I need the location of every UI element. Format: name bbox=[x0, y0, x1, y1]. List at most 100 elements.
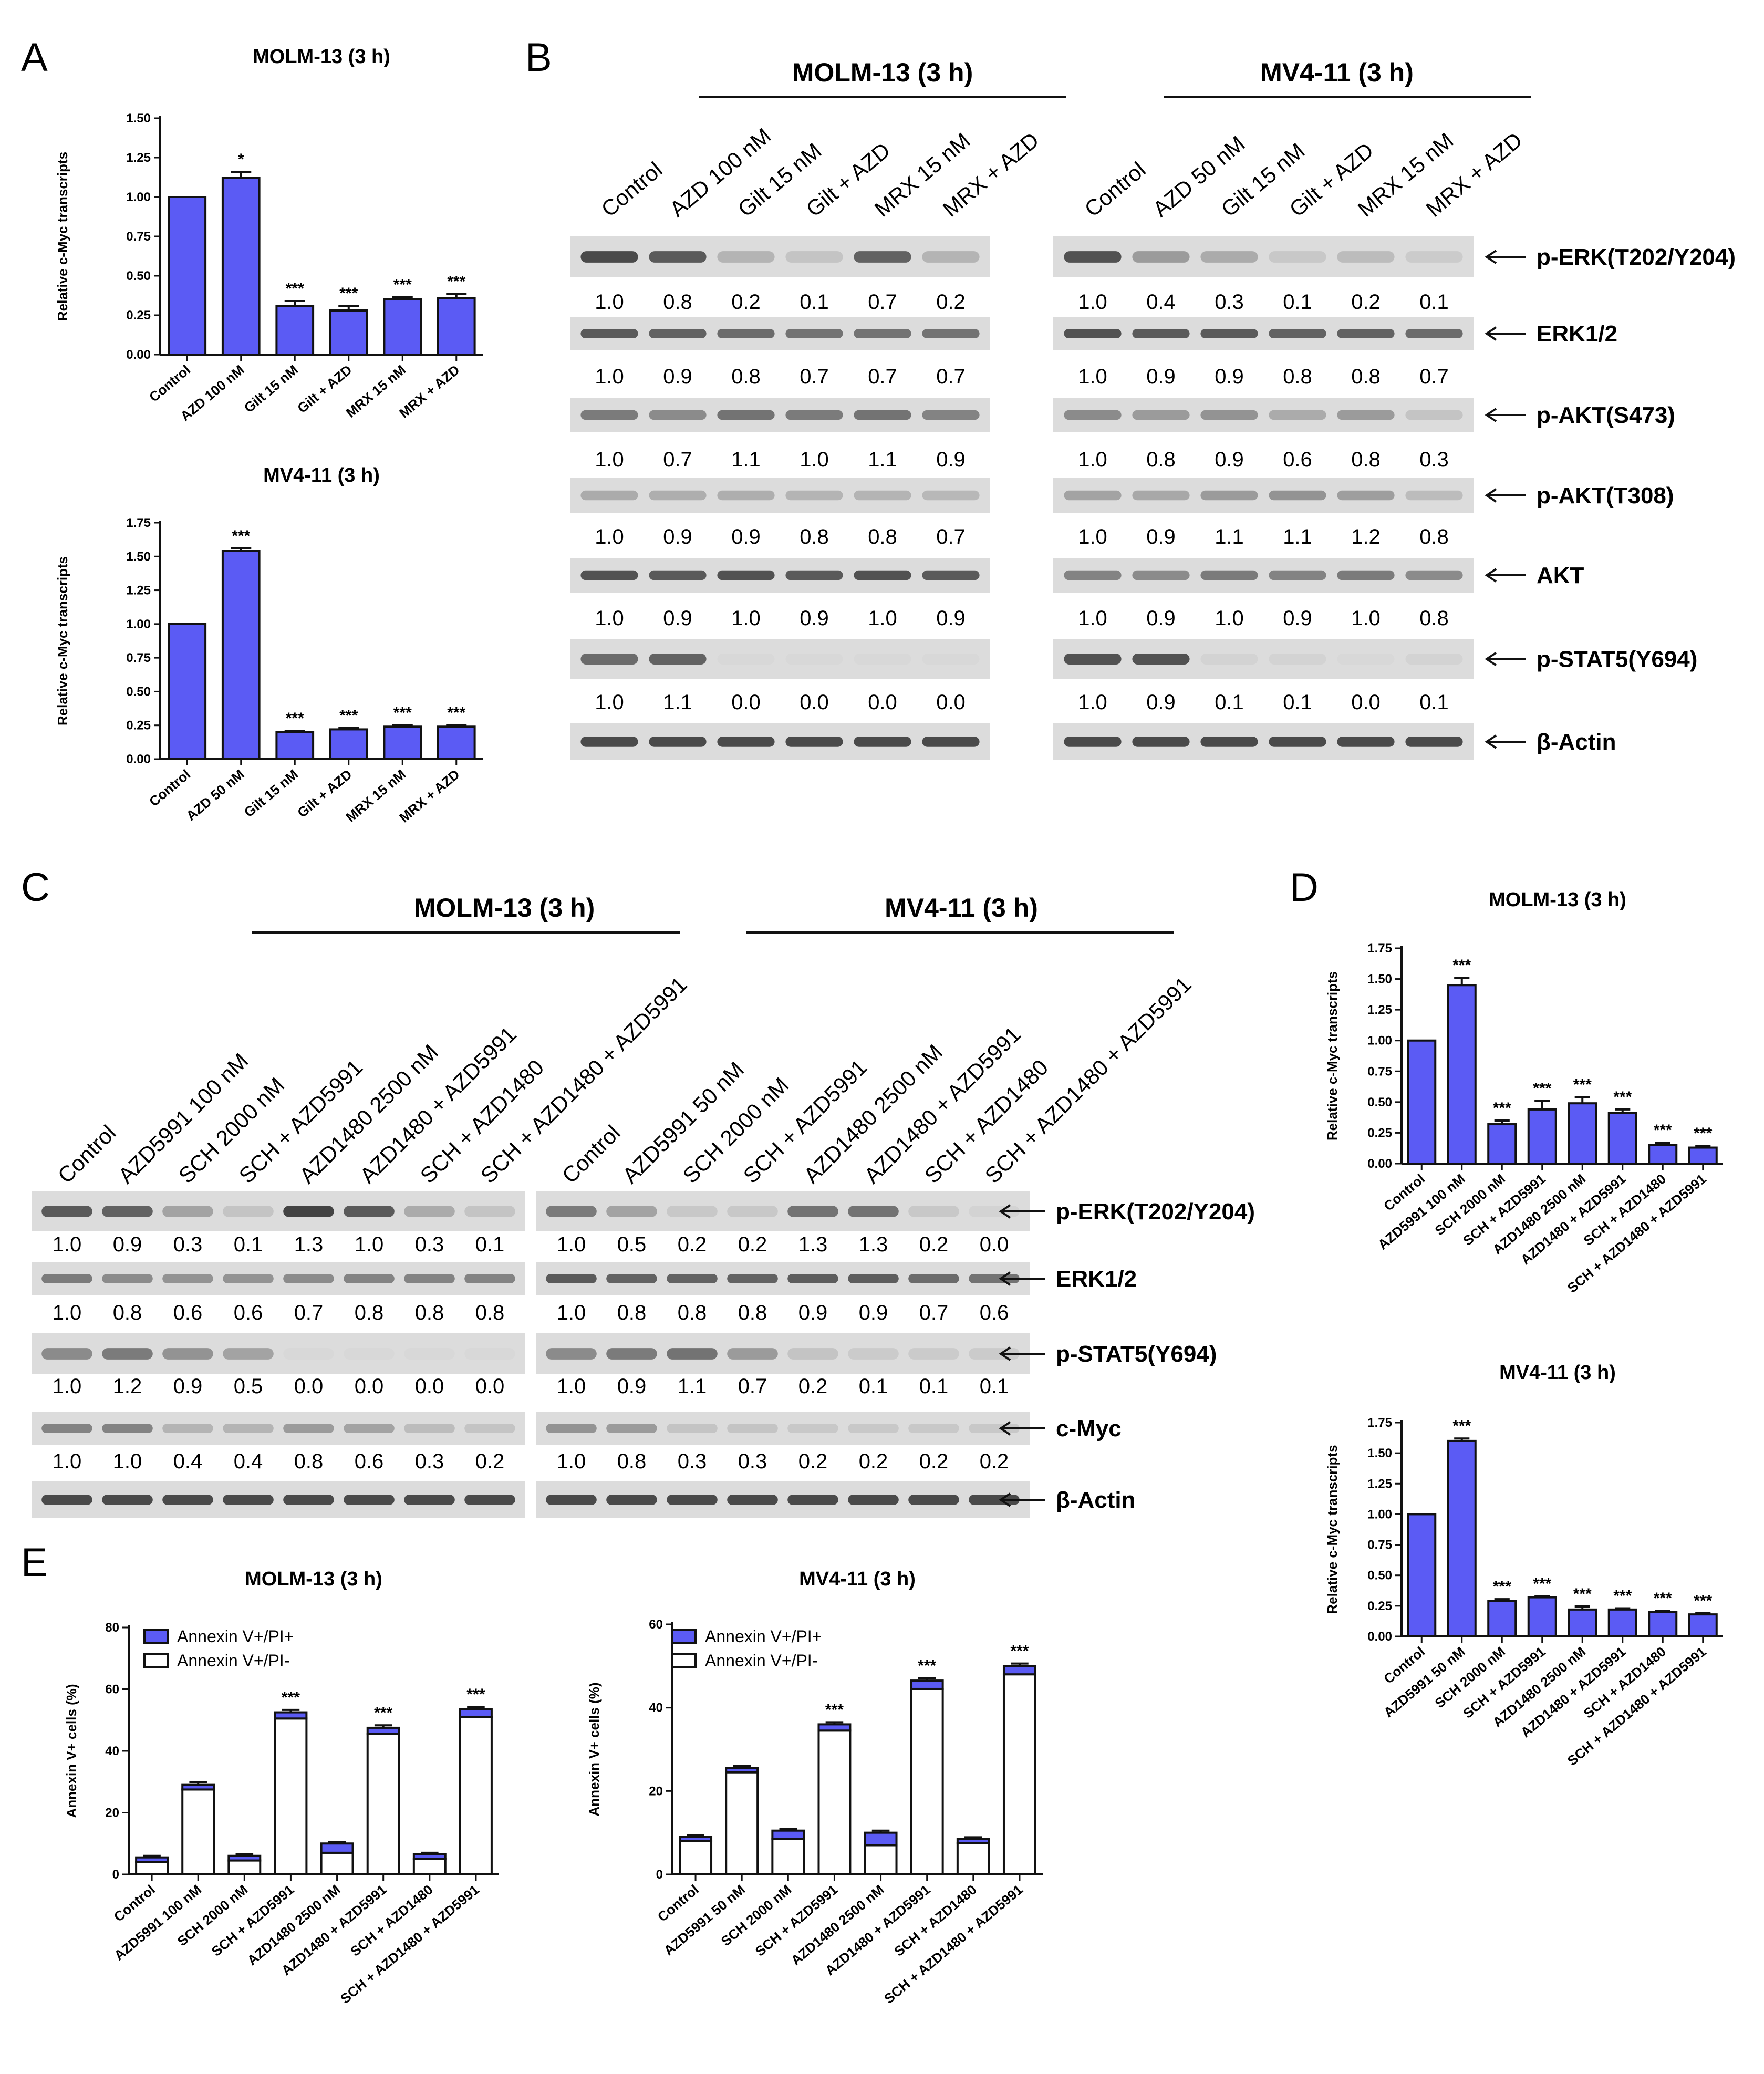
band-quantification: 0.6 bbox=[173, 1301, 203, 1324]
blot-band bbox=[922, 737, 980, 747]
y-tick-label: 0.25 bbox=[1367, 1126, 1392, 1140]
marker-arrow-head bbox=[999, 1271, 1011, 1286]
band-quantification: 0.9 bbox=[936, 607, 966, 630]
band-quantification: 0.2 bbox=[798, 1375, 828, 1398]
blot-band bbox=[464, 1206, 515, 1217]
blot-band bbox=[344, 1206, 395, 1217]
band-quantification: 1.0 bbox=[595, 365, 624, 388]
band-quantification: 0.0 bbox=[731, 691, 761, 714]
y-tick-label: 0.50 bbox=[1367, 1095, 1392, 1109]
band-quantification: 1.0 bbox=[557, 1301, 586, 1324]
band-quantification: 0.1 bbox=[1215, 691, 1244, 714]
panel-letter-e: E bbox=[21, 1540, 48, 1585]
blot-strip bbox=[570, 398, 990, 432]
blot-band bbox=[404, 1424, 455, 1433]
bar-pi-negative bbox=[227, 1859, 262, 1875]
band-quantification: 0.9 bbox=[731, 525, 761, 548]
y-tick-label: 0.50 bbox=[126, 269, 151, 283]
blot-band bbox=[1269, 737, 1326, 747]
blot-band bbox=[580, 490, 638, 501]
bar bbox=[1487, 1600, 1517, 1637]
band-quantification: 1.0 bbox=[1078, 607, 1107, 630]
bar-pi-negative bbox=[910, 1687, 944, 1875]
band-quantification: 0.8 bbox=[800, 525, 829, 548]
significance-label: *** bbox=[466, 1686, 485, 1703]
band-quantification: 1.0 bbox=[731, 607, 761, 630]
bar bbox=[221, 550, 261, 760]
category-label: Control bbox=[146, 766, 193, 810]
band-quantification: 0.9 bbox=[113, 1233, 142, 1256]
marker-arrow-head bbox=[1485, 250, 1497, 264]
blot-band bbox=[283, 1206, 334, 1217]
band-quantification: 0.8 bbox=[475, 1301, 505, 1324]
blot-band bbox=[854, 329, 911, 338]
y-tick-label: 60 bbox=[649, 1617, 663, 1632]
y-axis-label: Relative c-Myc transcripts bbox=[55, 556, 70, 725]
y-tick-label: 0.00 bbox=[1367, 1630, 1392, 1644]
band-quantification: 1.3 bbox=[859, 1233, 888, 1256]
blot-band bbox=[667, 1274, 718, 1283]
blot-band bbox=[717, 410, 775, 420]
y-tick-label: 1.75 bbox=[1367, 1416, 1392, 1430]
band-quantification: 0.1 bbox=[1419, 291, 1449, 314]
significance-label: *** bbox=[374, 1704, 392, 1722]
blot-band bbox=[649, 490, 707, 501]
bar bbox=[1447, 1439, 1477, 1638]
bar-pi-negative bbox=[1002, 1673, 1036, 1875]
band-quantification: 0.8 bbox=[1351, 448, 1381, 471]
band-quantification: 0.8 bbox=[1146, 448, 1176, 471]
blot-band bbox=[854, 654, 911, 665]
blot-band bbox=[1132, 654, 1190, 665]
blot-band bbox=[162, 1348, 213, 1360]
legend-label: Annexin V+/PI- bbox=[177, 1651, 289, 1670]
y-tick-label: 0.75 bbox=[1367, 1064, 1392, 1079]
y-tick-label: 0.25 bbox=[126, 308, 151, 323]
chart-d1: MOLM-13 (3 h) 0.00 0.25 0.50 0.75 1.00 1.25 1.5… bbox=[1324, 889, 1723, 1296]
chart-a1: MOLM-13 (3 h) 0.00 0.25 0.50 0.75 1.00 1.25 1.5… bbox=[55, 46, 483, 424]
blot-band bbox=[848, 1274, 899, 1283]
blot-band bbox=[787, 1424, 838, 1433]
blot-band bbox=[1405, 490, 1463, 501]
bar-pi-positive bbox=[181, 1783, 215, 1791]
band-quantification: 0.9 bbox=[1283, 607, 1312, 630]
blot-strip bbox=[570, 723, 990, 760]
blot-band bbox=[283, 1495, 334, 1505]
bar-pi-positive bbox=[135, 1856, 169, 1863]
band-quantification: 0.7 bbox=[936, 525, 966, 548]
band-quantification: 0.0 bbox=[1351, 691, 1381, 714]
marker-label: AKT bbox=[1537, 563, 1584, 588]
bar bbox=[275, 305, 315, 356]
significance-label: * bbox=[238, 151, 244, 168]
bar bbox=[437, 297, 476, 356]
y-tick-label: 20 bbox=[105, 1806, 119, 1820]
band-quantification: 1.0 bbox=[1078, 365, 1107, 388]
y-tick-label: 1.25 bbox=[126, 151, 151, 165]
blot-band bbox=[41, 1206, 92, 1217]
blot-band bbox=[580, 329, 638, 338]
y-axis-label: Annexin V+ cells (%) bbox=[64, 1684, 79, 1818]
blot-band bbox=[1132, 329, 1190, 338]
band-quantification: 1.0 bbox=[113, 1450, 142, 1473]
bar-pi-positive bbox=[725, 1767, 759, 1774]
y-axis-label: Relative c-Myc transcripts bbox=[1324, 971, 1340, 1140]
band-quantification: 0.9 bbox=[1146, 691, 1176, 714]
blot-band bbox=[717, 251, 775, 263]
chart-title: MV4-11 (3 h) bbox=[263, 464, 380, 486]
significance-label: *** bbox=[393, 704, 412, 722]
bar bbox=[1527, 1108, 1557, 1165]
y-tick-label: 1.25 bbox=[1367, 1477, 1392, 1491]
band-quantification: 1.0 bbox=[53, 1450, 82, 1473]
bar bbox=[383, 725, 422, 761]
blot-strip bbox=[1053, 478, 1474, 513]
blot-band bbox=[848, 1424, 899, 1433]
band-quantification: 0.7 bbox=[738, 1375, 767, 1398]
panel-letter-b: B bbox=[525, 35, 552, 80]
band-quantification: 0.2 bbox=[798, 1450, 828, 1473]
band-quantification: 1.0 bbox=[1078, 291, 1107, 314]
band-quantification: 0.9 bbox=[663, 525, 692, 548]
bar-pi-negative bbox=[135, 1861, 169, 1875]
band-quantification: 1.0 bbox=[1215, 607, 1244, 630]
bar-pi-positive bbox=[771, 1829, 805, 1840]
significance-label: *** bbox=[1010, 1643, 1029, 1660]
significance-label: *** bbox=[1694, 1592, 1712, 1610]
